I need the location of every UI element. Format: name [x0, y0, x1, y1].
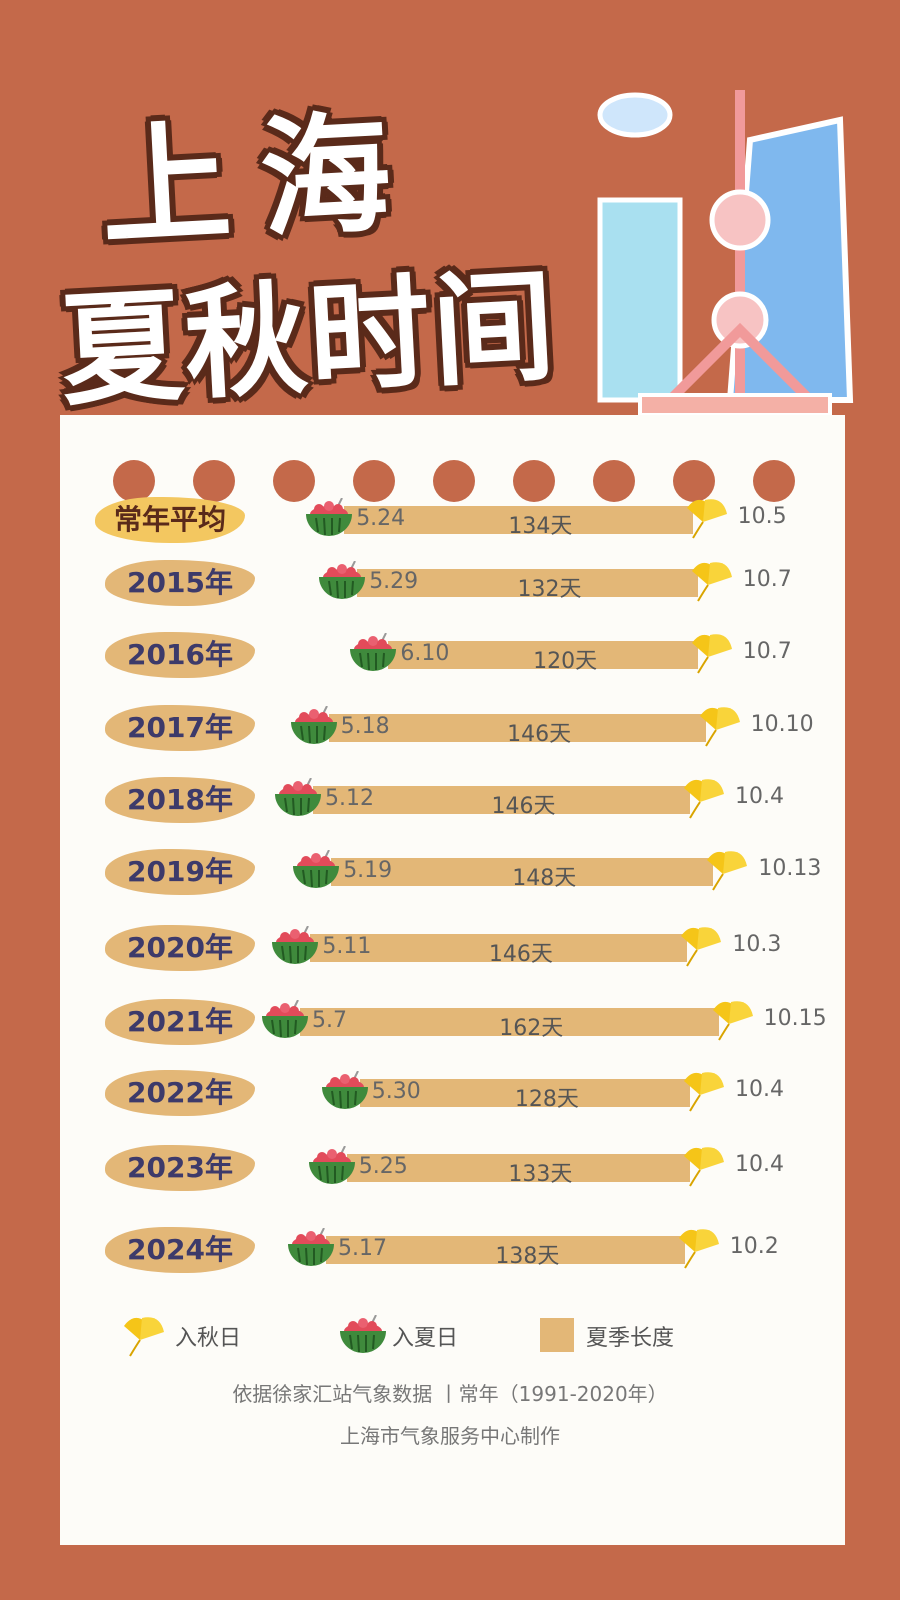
summer-length-label: 138天	[495, 1244, 560, 1269]
ginkgo-leaf-icon	[688, 557, 734, 603]
ginkgo-leaf-icon	[683, 494, 729, 540]
category-label: 2020年	[105, 925, 255, 971]
legend-leaf-icon	[120, 1312, 166, 1358]
category-label: 2016年	[105, 632, 255, 678]
watermelon-icon	[317, 561, 367, 601]
ginkgo-leaf-icon	[680, 1142, 726, 1188]
watermelon-icon	[260, 1000, 310, 1040]
autumn-start-label: 10.10	[750, 712, 814, 737]
summer-bar	[357, 569, 698, 597]
ginkgo-leaf-icon	[688, 629, 734, 675]
category-label: 2018年	[105, 777, 255, 823]
watermelon-icon	[307, 1146, 357, 1186]
summer-length-label: 134天	[508, 514, 573, 539]
ginkgo-leaf-icon	[703, 846, 749, 892]
legend-watermelon-icon	[338, 1315, 388, 1355]
watermelon-icon	[304, 498, 354, 538]
summer-bar	[328, 714, 706, 742]
summer-bar	[344, 506, 693, 534]
summer-bar	[300, 1008, 719, 1036]
autumn-start-label: 10.7	[742, 639, 792, 664]
binder-hole	[353, 460, 395, 502]
summer-start-label: 5.11	[322, 934, 372, 959]
legend-length: 夏季长度	[586, 1326, 675, 1351]
watermelon-icon	[289, 706, 339, 746]
watermelon-icon	[348, 633, 398, 673]
binder-hole	[433, 460, 475, 502]
autumn-start-label: 10.4	[735, 1077, 784, 1102]
legend: 入秋日 入夏日 夏季长度	[120, 1310, 760, 1360]
ginkgo-leaf-icon	[677, 922, 723, 968]
summer-length-label: 132天	[517, 577, 582, 602]
autumn-start-label: 10.15	[763, 1006, 827, 1031]
category-label: 2021年	[105, 999, 255, 1045]
summer-bar	[326, 1236, 685, 1264]
summer-start-label: 5.24	[356, 506, 406, 531]
summer-length-label: 146天	[491, 794, 556, 819]
autumn-start-label: 10.13	[758, 856, 822, 881]
summer-bar	[313, 786, 690, 814]
summer-start-label: 5.17	[338, 1236, 387, 1261]
ginkgo-leaf-icon	[709, 996, 755, 1042]
summer-start-label: 5.19	[343, 858, 393, 883]
watermelon-icon	[270, 926, 320, 966]
ginkgo-leaf-icon	[680, 1067, 726, 1113]
autumn-start-label: 10.4	[735, 784, 784, 809]
binder-hole	[593, 460, 635, 502]
autumn-start-label: 10.4	[735, 1152, 784, 1177]
skyline-illustration	[597, 90, 854, 417]
summer-length-label: 128天	[514, 1087, 579, 1112]
category-label: 2019年	[105, 849, 255, 895]
binder-hole	[753, 460, 795, 502]
watermelon-icon	[320, 1071, 370, 1111]
summer-length-label: 133天	[508, 1162, 573, 1187]
summer-length-label: 120天	[533, 649, 598, 674]
legend-autumn: 入秋日	[175, 1326, 242, 1351]
category-label: 2024年	[105, 1227, 255, 1273]
binder-hole	[113, 460, 155, 502]
summer-bar	[331, 858, 714, 886]
summer-start-label: 5.18	[340, 714, 390, 739]
autumn-start-label: 10.3	[732, 932, 782, 957]
binder-hole	[273, 460, 315, 502]
binder-hole	[673, 460, 715, 502]
footer-maker: 上海市气象服务中心制作	[340, 1424, 560, 1448]
summer-length-label: 146天	[488, 942, 553, 967]
summer-length-label: 146天	[507, 722, 572, 747]
watermelon-icon	[286, 1228, 336, 1268]
summer-bar	[346, 1154, 690, 1182]
autumn-start-label: 10.7	[742, 567, 792, 592]
ginkgo-leaf-icon	[696, 702, 742, 748]
ginkgo-leaf-icon	[680, 774, 726, 820]
summer-start-label: 5.30	[371, 1079, 421, 1104]
watermelon-icon	[273, 778, 323, 818]
summer-start-label: 6.10	[400, 641, 450, 666]
binder-hole	[193, 460, 235, 502]
category-label: 2015年	[105, 560, 255, 606]
summer-start-label: 5.7	[312, 1008, 347, 1033]
category-label: 常年平均	[95, 497, 245, 543]
binder-hole	[513, 460, 555, 502]
summer-bar	[388, 641, 698, 669]
footer-source: 依据徐家汇站气象数据 丨常年（1991-2020年）	[232, 1382, 668, 1406]
category-label: 2022年	[105, 1070, 255, 1116]
summer-start-label: 5.25	[358, 1154, 408, 1179]
ginkgo-leaf-icon	[675, 1224, 721, 1270]
legend-bar-swatch	[540, 1318, 574, 1352]
category-label: 2017年	[105, 705, 255, 751]
summer-length-label: 148天	[512, 866, 577, 891]
summer-bar	[359, 1079, 690, 1107]
summer-start-label: 5.29	[369, 569, 419, 594]
summer-length-label: 162天	[499, 1016, 564, 1041]
autumn-start-label: 10.5	[737, 504, 787, 529]
summer-start-label: 5.12	[325, 786, 374, 811]
summer-bar	[310, 934, 688, 962]
autumn-start-label: 10.2	[729, 1234, 779, 1259]
category-label: 2023年	[105, 1145, 255, 1191]
watermelon-icon	[291, 850, 341, 890]
legend-summer: 入夏日	[392, 1326, 459, 1351]
